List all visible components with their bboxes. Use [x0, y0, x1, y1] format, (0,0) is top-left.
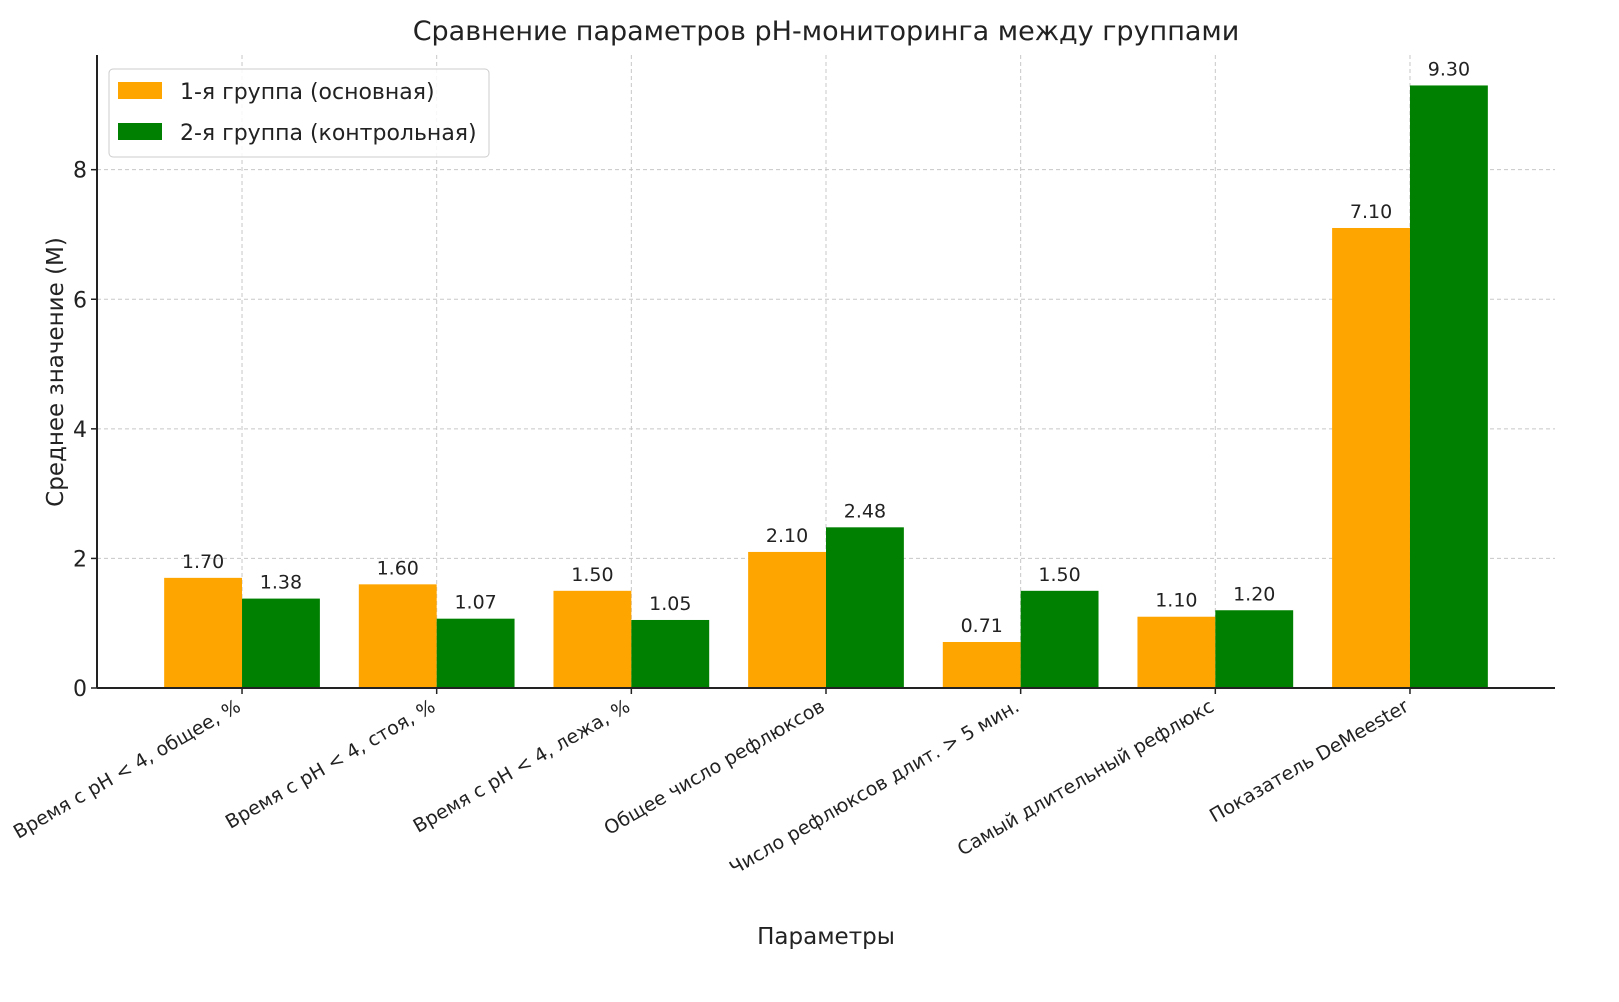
legend-swatch	[118, 123, 162, 140]
x-tick-label: Время с pH < 4, лежа, %	[410, 695, 634, 837]
x-tick-label: Показатель DeMeester	[1206, 695, 1413, 827]
x-axis-label: Параметры	[757, 924, 895, 950]
x-tick-label: Общее число рефлюксов	[600, 695, 828, 839]
bar-value-label: 1.05	[649, 593, 691, 615]
bar-2	[436, 618, 515, 688]
bar-value-label: 1.20	[1233, 583, 1275, 605]
legend-swatch	[118, 82, 162, 99]
bar-1	[1137, 616, 1216, 688]
bar-value-label: 1.38	[260, 572, 302, 594]
bar-value-label: 2.10	[766, 525, 808, 547]
bar-1	[942, 641, 1021, 688]
bar-value-label: 1.60	[377, 557, 419, 579]
bar-1	[164, 577, 243, 688]
bar-value-label: 2.48	[844, 500, 886, 522]
bar-2	[631, 619, 710, 688]
bar-value-label: 1.10	[1155, 590, 1197, 612]
legend-box	[108, 68, 490, 158]
bar-value-label: 7.10	[1350, 201, 1392, 223]
legend-label: 1-я группа (основная)	[180, 80, 435, 105]
bar-value-label: 0.71	[961, 615, 1003, 637]
bar-value-label: 1.70	[182, 551, 224, 573]
bar-2	[1409, 85, 1488, 688]
x-tick-label: Время с pH < 4, общее, %	[10, 695, 245, 843]
bar-2	[242, 598, 320, 688]
bar-2	[1215, 610, 1294, 688]
bar-2	[1020, 590, 1099, 688]
bar-value-label: 9.30	[1428, 58, 1470, 80]
x-tick-label: Время с pH < 4, стоя, %	[222, 695, 439, 833]
bar-value-label: 1.50	[571, 564, 613, 586]
y-tick-label: 8	[73, 159, 87, 184]
y-axis-label: Среднее значение (M)	[43, 237, 69, 507]
bar-1	[1332, 227, 1410, 689]
legend: 1-я группа (основная) 2-я группа (контрол…	[108, 68, 490, 158]
bars: 1.70 1.38 1.60 1.07 1.50 1.05 2.10 2.48 0.71 1.50…	[164, 58, 1488, 689]
y-tick-label: 4	[73, 418, 87, 443]
bar-1	[748, 551, 826, 688]
y-tick-label: 2	[73, 547, 87, 572]
chart-title: Сравнение параметров pH-мониторинга межд…	[413, 16, 1240, 47]
y-tick-label: 6	[73, 288, 87, 313]
y-tick-label: 0	[73, 677, 87, 702]
bar-value-label: 1.07	[454, 592, 496, 614]
bar-1	[358, 584, 437, 688]
bar-1	[553, 590, 632, 688]
bar-2	[826, 527, 904, 688]
bar-value-label: 1.50	[1038, 564, 1080, 586]
legend-label: 2-я группа (контрольная)	[180, 121, 477, 146]
